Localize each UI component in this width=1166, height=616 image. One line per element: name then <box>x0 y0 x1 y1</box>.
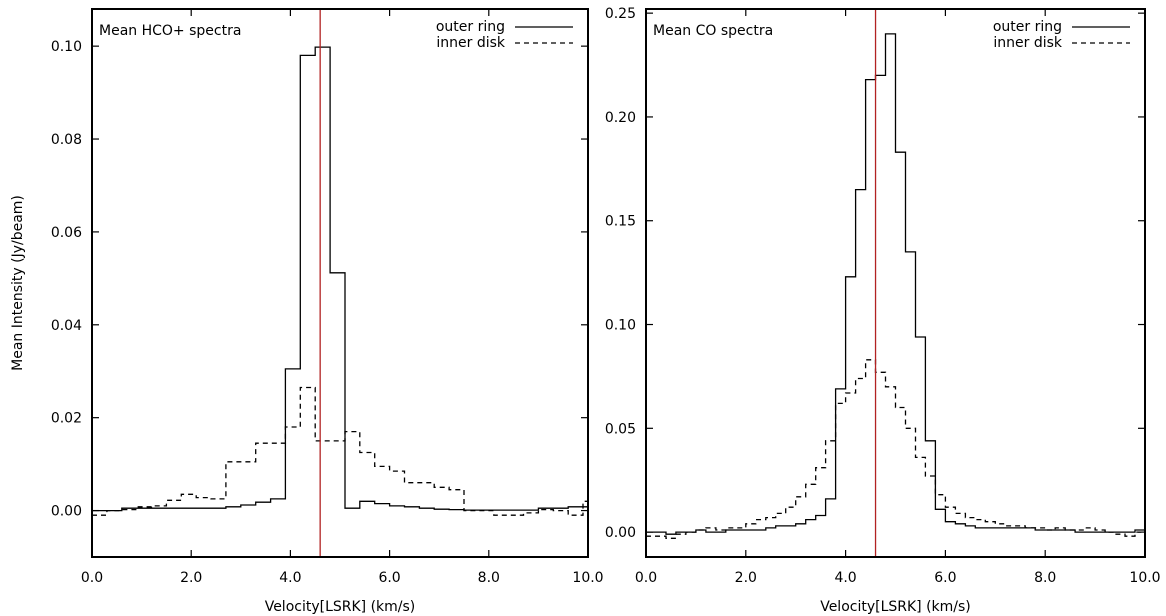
hco-spectra-panel: 0.0 2.0 4.0 6.0 8.0 10.0 0.00 0.02 0.04 0.06 0.08 0… <box>51 8 604 615</box>
hco-y-tick-label: 0.10 <box>51 39 82 55</box>
hco-x-tick-label: 0.0 <box>81 570 103 586</box>
co-series-inner-disk <box>646 359 1145 539</box>
hco-legend-label: inner disk <box>436 35 506 51</box>
y-axis-label: Mean Intensity (Jy/beam) <box>10 195 26 371</box>
co-x-tick-label: 6.0 <box>934 570 956 586</box>
hco-panel-title: Mean HCO+ spectra <box>99 23 241 39</box>
hco-legend-label: outer ring <box>436 19 505 35</box>
co-y-tick-label: 0.25 <box>605 6 636 22</box>
co-x-tick-label: 4.0 <box>834 570 856 586</box>
co-plot-frame <box>645 8 1146 558</box>
hco-plot-frame <box>91 8 589 558</box>
co-legend-label: outer ring <box>993 19 1062 35</box>
co-y-tick-label: 0.10 <box>605 318 636 334</box>
co-x-tick-label: 10.0 <box>1129 570 1160 586</box>
hco-x-tick-label: 8.0 <box>478 570 500 586</box>
hco-x-tick-label: 10.0 <box>572 570 603 586</box>
hco-x-tick-label: 2.0 <box>180 570 202 586</box>
co-x-tick-label: 0.0 <box>635 570 657 586</box>
co-x-tick-label: 2.0 <box>735 570 757 586</box>
co-panel-title: Mean CO spectra <box>653 23 773 39</box>
hco-y-tick-label: 0.06 <box>51 225 82 241</box>
co-series-outer-ring <box>646 33 1145 535</box>
co-legend-label: inner disk <box>993 35 1063 51</box>
hco-x-tick-label: 4.0 <box>279 570 301 586</box>
co-y-tick-label: 0.00 <box>605 525 636 541</box>
hco-series-outer-ring <box>92 46 588 512</box>
hco-y-tick-label: 0.00 <box>51 504 82 520</box>
co-x-tick-label: 8.0 <box>1034 570 1056 586</box>
hco-x-tick-label: 6.0 <box>378 570 400 586</box>
co-x-axis-label: Velocity[LSRK] (km/s) <box>820 599 971 615</box>
co-y-tick-label: 0.15 <box>605 214 636 230</box>
hco-y-tick-label: 0.02 <box>51 411 82 427</box>
co-y-tick-label: 0.20 <box>605 110 636 126</box>
hco-x-axis-label: Velocity[LSRK] (km/s) <box>265 599 416 615</box>
hco-y-tick-label: 0.08 <box>51 132 82 148</box>
co-spectra-panel: 0.0 2.0 4.0 6.0 8.0 10.0 0.00 0.05 0.10 0.15 0.20 0… <box>605 6 1161 615</box>
co-y-tick-label: 0.05 <box>605 421 636 437</box>
hco-y-tick-label: 0.04 <box>51 318 82 334</box>
hco-series-inner-disk <box>92 386 588 516</box>
